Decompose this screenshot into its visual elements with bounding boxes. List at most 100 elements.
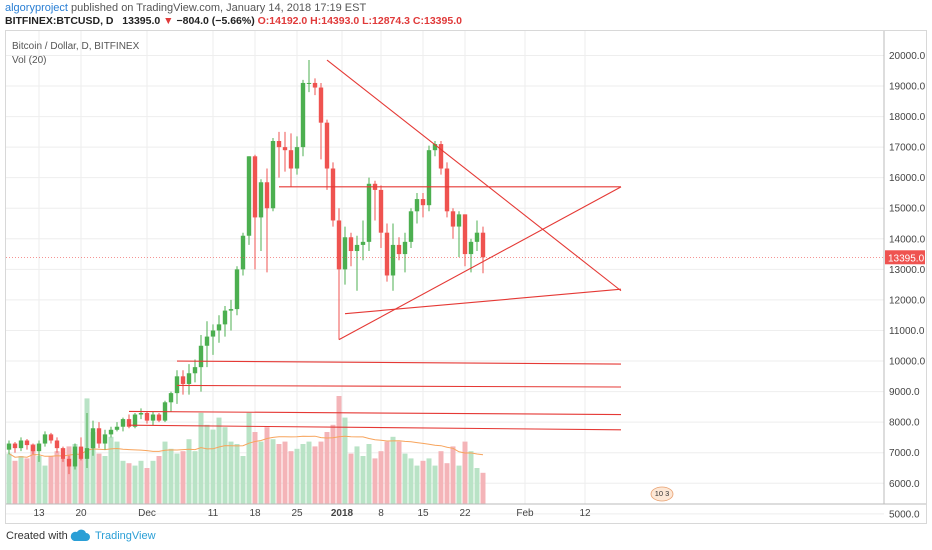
chart-panel[interactable]: 20000.0 19000.0 18000.0 17000.0 16000.0 15000… bbox=[5, 30, 927, 524]
volume-bar bbox=[444, 463, 450, 504]
volume-bar bbox=[156, 456, 162, 504]
candle-body bbox=[414, 199, 420, 212]
candle-body bbox=[378, 189, 384, 233]
candle-body bbox=[66, 458, 72, 467]
candle-body bbox=[174, 376, 180, 394]
volume-bar bbox=[228, 441, 234, 504]
candle-body bbox=[402, 241, 408, 255]
candle-body bbox=[30, 445, 36, 452]
y-tick-label: 19000.0 bbox=[889, 82, 926, 93]
candle-body bbox=[144, 412, 150, 421]
x-tick-label: 20 bbox=[75, 508, 87, 519]
trendline bbox=[128, 424, 622, 431]
volume-bar bbox=[102, 456, 108, 504]
candle-body bbox=[192, 367, 198, 374]
tradingview-brand-link[interactable]: TradingView bbox=[95, 530, 156, 542]
candle-body bbox=[426, 150, 432, 206]
candle-body bbox=[474, 232, 480, 242]
candle-body bbox=[222, 310, 228, 325]
volume-bar bbox=[288, 451, 294, 504]
volume-bar bbox=[36, 456, 42, 504]
volume-label: Vol (20) bbox=[12, 55, 46, 66]
candle-body bbox=[96, 428, 102, 444]
candle-body bbox=[396, 244, 402, 255]
candle-body bbox=[12, 443, 18, 449]
volume-bar bbox=[282, 441, 288, 504]
tradingview-cloud-icon[interactable] bbox=[69, 529, 91, 543]
ohlc-values: O:14192.0 H:14393.0 L:12874.3 C:13395.0 bbox=[257, 15, 462, 27]
candle-body bbox=[36, 443, 42, 452]
candle-body bbox=[342, 237, 348, 270]
y-tick-label: 5000.0 bbox=[889, 509, 920, 520]
trendlines[interactable] bbox=[128, 59, 622, 431]
trendline bbox=[176, 384, 622, 388]
chart-header: algoryproject published on TradingView.c… bbox=[0, 0, 932, 28]
candle-body bbox=[6, 443, 12, 450]
candle-body bbox=[108, 429, 114, 435]
candle-body bbox=[432, 144, 438, 151]
trendline bbox=[344, 288, 622, 315]
volume-bar bbox=[294, 448, 300, 504]
candle-body bbox=[318, 87, 324, 123]
event-badge[interactable]: 10 3 bbox=[650, 486, 674, 502]
last-price-tag-label: 13395.0 bbox=[888, 253, 925, 264]
volume-bar bbox=[330, 424, 336, 504]
volume-bar bbox=[204, 424, 210, 504]
candle-body bbox=[420, 199, 426, 206]
volume-bar bbox=[306, 441, 312, 504]
candle-body bbox=[78, 446, 84, 459]
y-tick-label: 20000.0 bbox=[889, 51, 926, 62]
candle-body bbox=[186, 373, 192, 384]
candle-body bbox=[354, 244, 360, 252]
symbol-info: BITFINEX:BTCUSD, D 13395.0 ▼ −804.0 (−5.… bbox=[5, 15, 462, 27]
y-tick-label: 8000.0 bbox=[889, 418, 920, 429]
trendline bbox=[338, 186, 622, 341]
candle-body bbox=[294, 147, 300, 169]
x-tick-label: 15 bbox=[417, 508, 429, 519]
grid-lines bbox=[6, 31, 884, 515]
price-chart[interactable]: 20000.0 19000.0 18000.0 17000.0 16000.0 15000… bbox=[6, 31, 926, 523]
x-tick-label: Feb bbox=[516, 508, 534, 519]
volume-bar bbox=[252, 432, 258, 504]
volume-bar bbox=[42, 465, 48, 504]
candle-body bbox=[312, 82, 318, 88]
candle-body bbox=[168, 393, 174, 403]
trendline bbox=[176, 360, 622, 365]
candle-body bbox=[456, 214, 462, 227]
volume-bar bbox=[372, 458, 378, 504]
volume-bar bbox=[90, 432, 96, 504]
x-tick-label: 13 bbox=[33, 508, 45, 519]
candle-body bbox=[360, 241, 366, 245]
volume-bar bbox=[150, 460, 156, 504]
y-tick-label: 16000.0 bbox=[889, 173, 926, 184]
volume-bar bbox=[456, 465, 462, 504]
candle-body bbox=[462, 214, 468, 255]
volume-bar bbox=[378, 451, 384, 504]
candle-body bbox=[390, 244, 396, 276]
volume-bar bbox=[96, 453, 102, 504]
candle-body bbox=[228, 309, 234, 311]
volume-bar bbox=[120, 460, 126, 504]
volume-bar bbox=[216, 417, 222, 504]
author-link[interactable]: algoryproject bbox=[5, 2, 68, 14]
y-tick-label: 9000.0 bbox=[889, 387, 920, 398]
volume-bar bbox=[186, 439, 192, 504]
candles bbox=[6, 60, 486, 475]
trendline bbox=[128, 410, 622, 416]
candle-body bbox=[42, 434, 48, 444]
volume-bar bbox=[162, 441, 168, 504]
y-tick-label: 14000.0 bbox=[889, 234, 926, 245]
y-tick-label: 12000.0 bbox=[889, 295, 926, 306]
candle-body bbox=[366, 183, 372, 242]
volume-bar bbox=[312, 446, 318, 504]
candle-body bbox=[252, 156, 258, 218]
volume-bar bbox=[390, 436, 396, 504]
volume-bar bbox=[174, 453, 180, 504]
volume-bar bbox=[60, 458, 66, 504]
volume-bar bbox=[12, 460, 18, 504]
candle-body bbox=[120, 419, 126, 427]
candle-body bbox=[438, 144, 444, 169]
candle-body bbox=[60, 448, 66, 459]
volume-bar bbox=[318, 441, 324, 504]
volume-bar bbox=[480, 472, 486, 504]
